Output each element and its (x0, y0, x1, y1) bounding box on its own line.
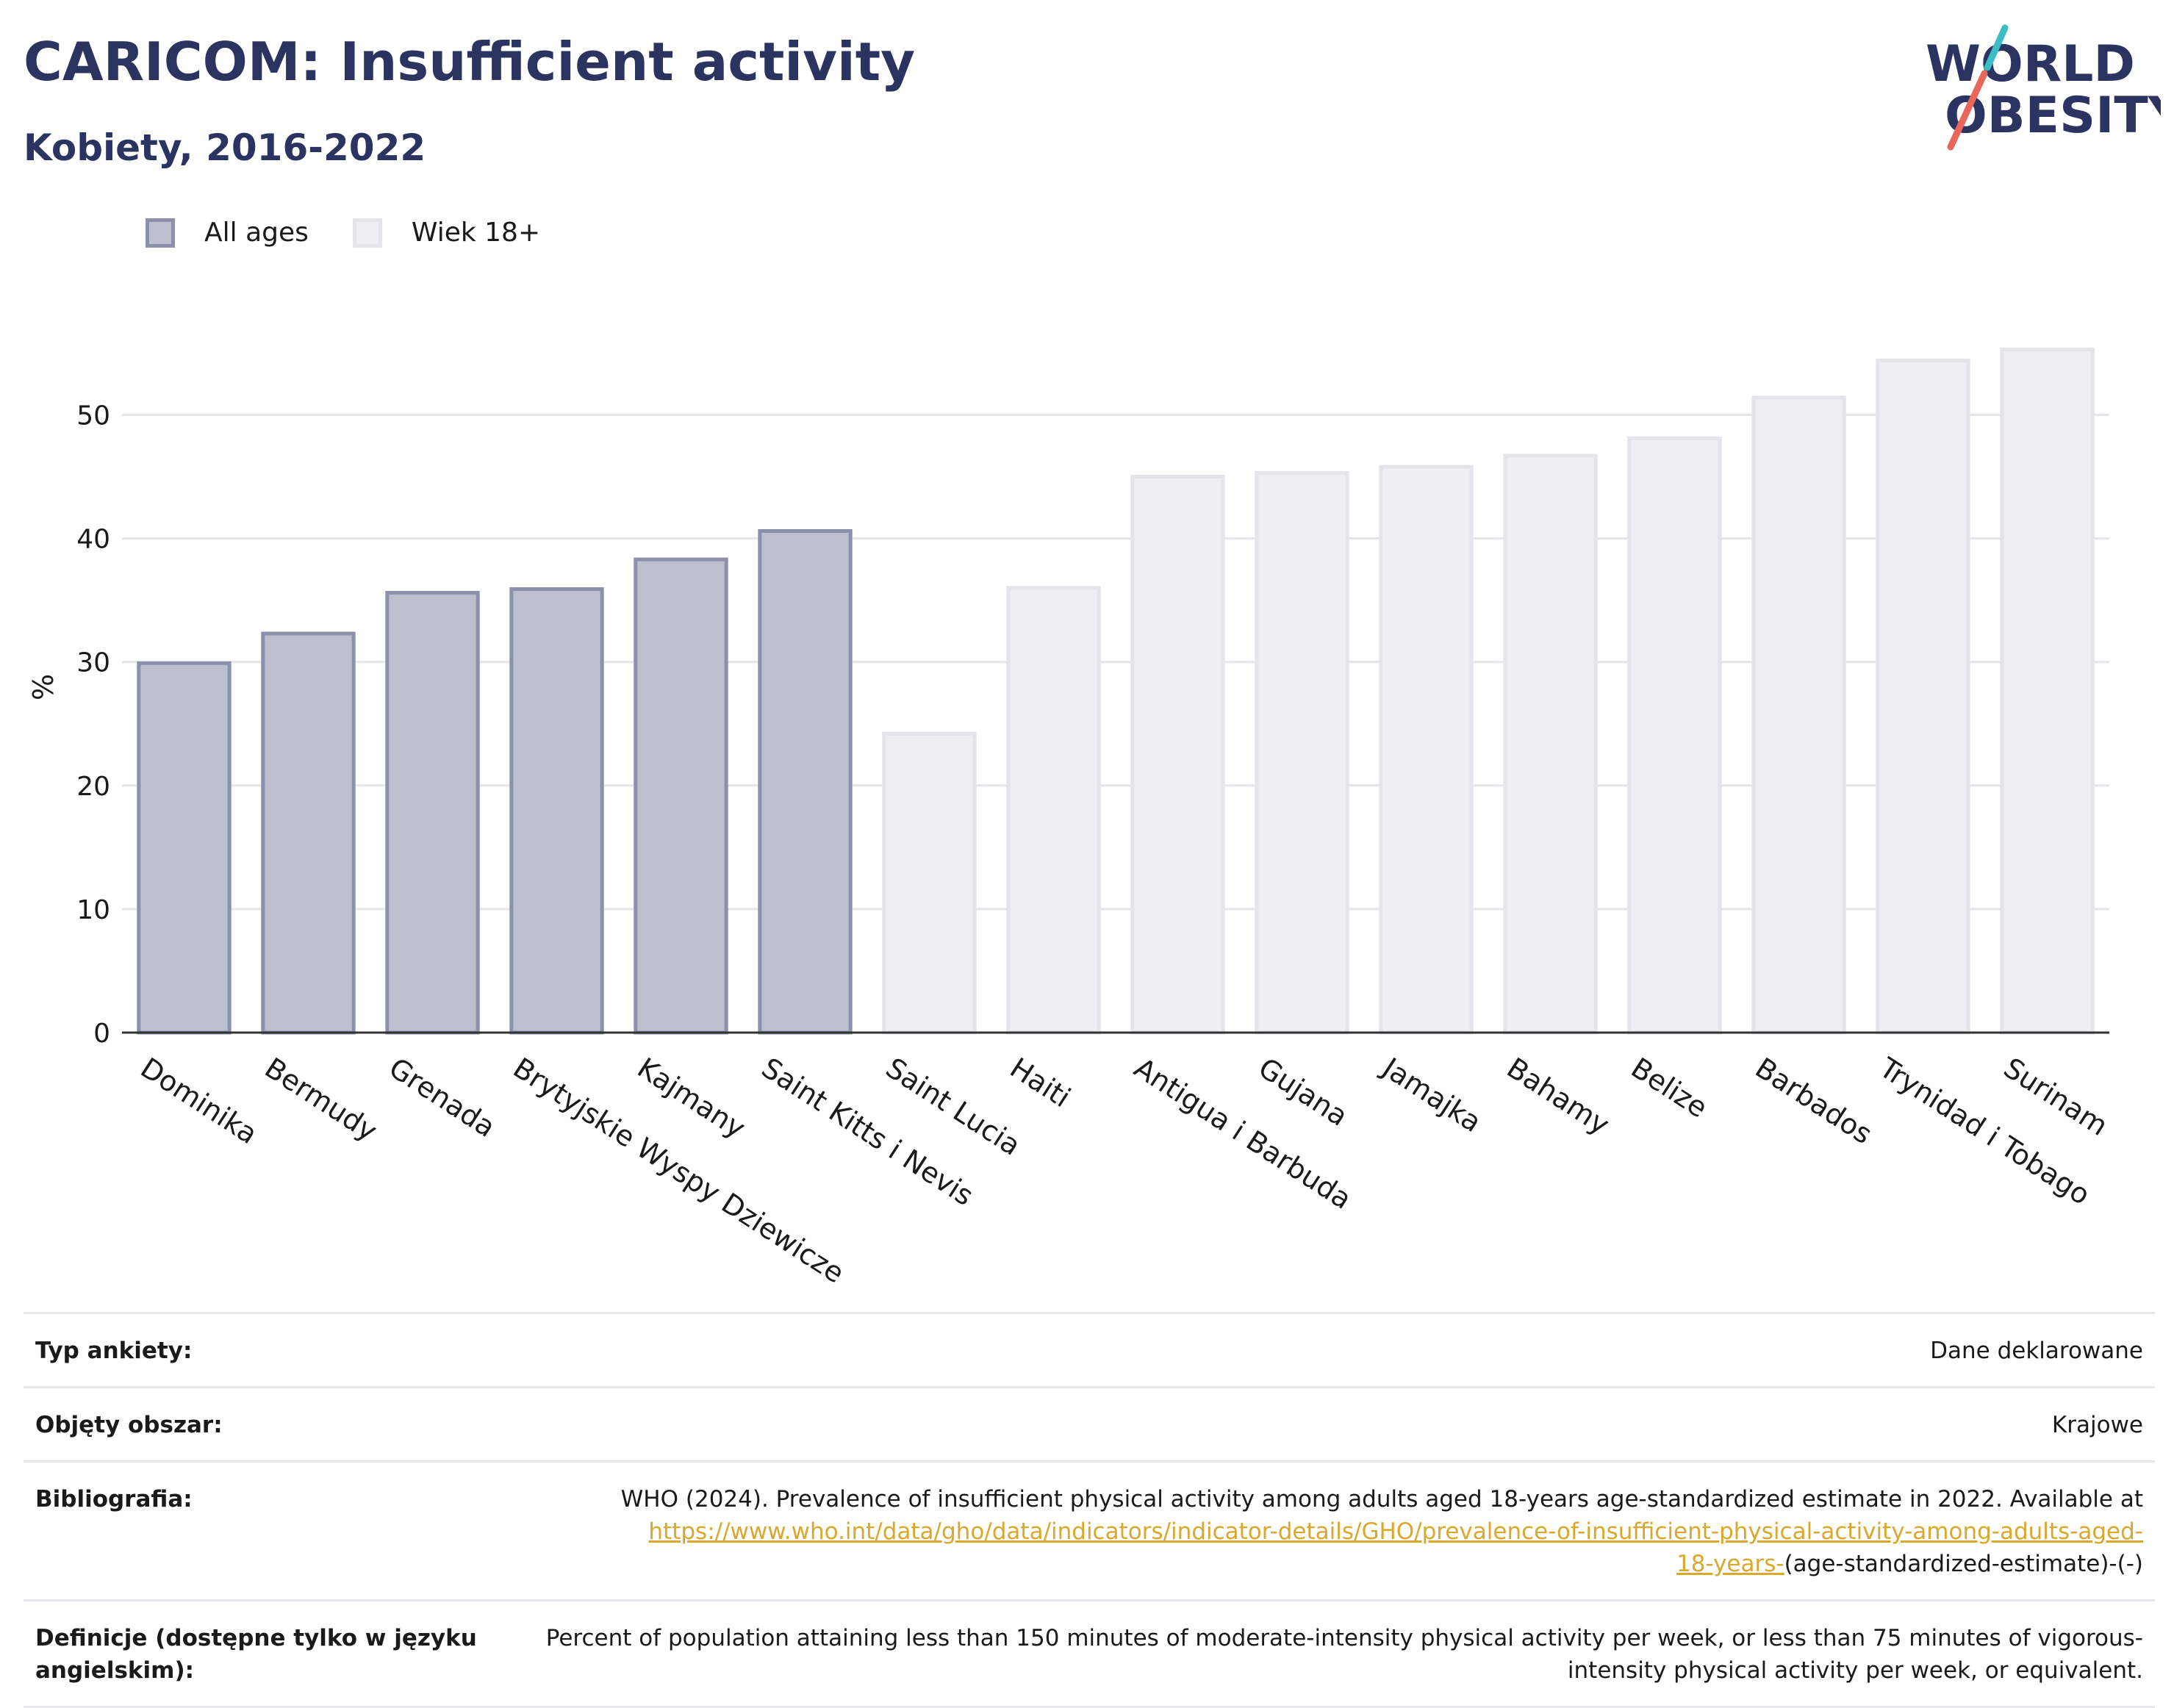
bar (1627, 436, 1722, 1035)
x-tick-label: Kajmany (632, 1052, 751, 1145)
bar (1130, 475, 1225, 1035)
x-tick-label: Grenada (384, 1052, 501, 1144)
y-tick-label: 0 (93, 1019, 110, 1049)
logo-line-1: WORLD (1926, 35, 2135, 93)
meta-value-survey: Dane deklarowane (1930, 1338, 2143, 1364)
legend: All ages Wiek 18+ (146, 218, 584, 248)
bibliography-link[interactable]: https://www.who.int/data/gho/data/indica… (648, 1518, 2143, 1545)
x-tick-label: Barbados (1750, 1052, 1879, 1151)
x-tick-label: Dominika (135, 1052, 263, 1151)
x-tick-label: Surinam (1998, 1052, 2114, 1142)
logo-slash-coral (1947, 70, 1988, 151)
bar (1751, 395, 1846, 1035)
bar (1876, 359, 1970, 1035)
metadata-table: Typ ankiety: Dane deklarowane Objęty obs… (24, 1312, 2155, 1708)
bar (882, 731, 977, 1035)
bar (1006, 586, 1101, 1035)
x-tick-label: Haiti (1005, 1052, 1077, 1114)
meta-row-survey: Typ ankiety: Dane deklarowane (24, 1312, 2155, 1386)
bar (1379, 464, 1474, 1035)
y-tick-label: 30 (76, 648, 110, 678)
logo-line-2: OBESITY (1945, 87, 2161, 145)
y-tick-label: 50 (76, 401, 110, 431)
bar (1255, 470, 1349, 1035)
x-tick-label: Belize (1626, 1052, 1713, 1124)
world-obesity-logo: WORLD OBESITY (1926, 24, 2161, 151)
meta-row-coverage: Objęty obszar: Krajowe (24, 1386, 2155, 1460)
meta-value-coverage: Krajowe (2051, 1412, 2143, 1438)
bibliography-link-cont[interactable]: 18-years- (1676, 1551, 1784, 1577)
legend-item-all-ages[interactable]: All ages (146, 218, 309, 248)
x-tick-label: Gujana (1253, 1052, 1354, 1133)
bar (2000, 347, 2095, 1035)
bibliography-text: WHO (2024). Prevalence of insufficient p… (620, 1486, 2143, 1513)
meta-row-definitions: Definicje (dostępne tylko w języku angie… (24, 1599, 2155, 1708)
bar (634, 557, 728, 1035)
chart-subtitle: Kobiety, 2016-2022 (24, 126, 426, 169)
y-axis-label: % (27, 674, 60, 700)
legend-swatch-all-ages (146, 218, 175, 248)
meta-label-coverage: Objęty obszar: (35, 1412, 223, 1438)
meta-value-bibliography: WHO (2024). Prevalence of insufficient p… (506, 1483, 2143, 1580)
bar (509, 587, 604, 1035)
meta-row-bibliography: Bibliografia: WHO (2024). Prevalence of … (24, 1460, 2155, 1599)
legend-label-all-ages: All ages (204, 218, 309, 248)
bar (1503, 453, 1598, 1035)
legend-swatch-adults (352, 218, 382, 248)
bar (385, 591, 480, 1035)
x-tick-label: Bahamy (1502, 1052, 1615, 1141)
logo-slash-teal (1984, 24, 2009, 71)
legend-label-adults: Wiek 18+ (411, 218, 541, 248)
meta-value-definitions: Percent of population attaining less tha… (545, 1625, 2143, 1684)
y-tick-label: 40 (76, 525, 110, 555)
bibliography-tail: (age-standardized-estimate)-(-) (1784, 1551, 2143, 1577)
meta-label-definitions: Definicje (dostępne tylko w języku angie… (35, 1625, 477, 1684)
meta-label-survey: Typ ankiety: (35, 1338, 193, 1364)
chart-title: CARICOM: Insufficient activity (24, 31, 916, 93)
x-tick-label: Jamajka (1376, 1051, 1487, 1139)
meta-label-bibliography: Bibliografia: (35, 1486, 193, 1513)
legend-item-adults[interactable]: Wiek 18+ (352, 218, 541, 248)
x-tick-label: Antigua i Barbuda (1129, 1052, 1357, 1216)
bar (758, 529, 853, 1035)
x-tick-label: Trynidad i Tobago (1873, 1051, 2096, 1211)
y-tick-label: 10 (76, 895, 110, 925)
x-tick-label: Bermudy (259, 1052, 383, 1148)
bar (137, 661, 232, 1035)
y-tick-label: 20 (76, 772, 110, 802)
bar (261, 631, 356, 1035)
x-tick-label: Saint Kitts i Nevis (756, 1052, 980, 1213)
